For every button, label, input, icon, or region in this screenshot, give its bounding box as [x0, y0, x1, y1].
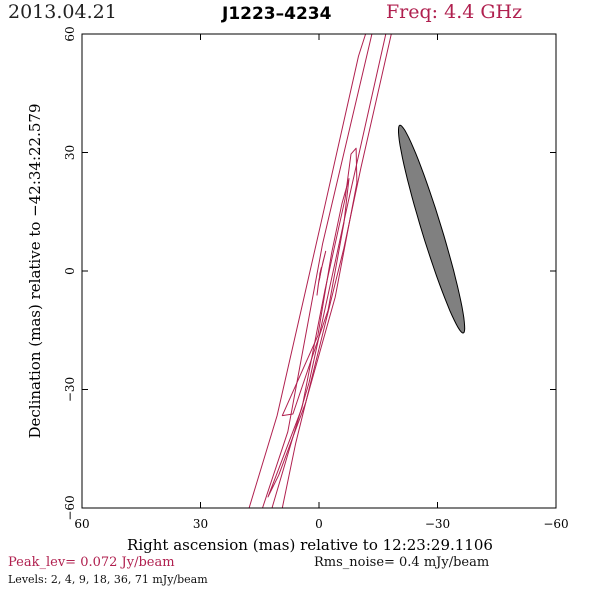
contour-2mjy	[248, 34, 392, 508]
y-tick-label: −60	[63, 495, 77, 520]
plot-frame	[81, 33, 557, 509]
observation-date: 2013.04.21	[8, 1, 117, 23]
x-tick-label: −30	[425, 517, 450, 531]
y-tick-label: 0	[63, 267, 77, 275]
contour-group	[248, 34, 392, 508]
contour-4mjy	[262, 34, 387, 508]
beam-ellipse	[398, 124, 466, 334]
frequency-label: Freq: 4.4 GHz	[386, 1, 523, 23]
rms-noise: Rms_noise= 0.4 mJy/beam	[314, 555, 490, 570]
x-tick-label: 60	[74, 517, 89, 531]
contour-levels: Levels: 2, 4, 9, 18, 36, 71 mJy/beam	[8, 573, 208, 586]
tick-group: 60 30 0 −30 −60 −60 −30 0 30 60	[63, 26, 569, 531]
contour-71mjy	[318, 266, 322, 281]
y-axis-label: Declination (mas) relative to −42:34:22.…	[26, 103, 44, 438]
beam-group	[398, 124, 466, 334]
x-tick-label: −60	[543, 517, 568, 531]
x-axis-label: Right ascension (mas) relative to 12:23:…	[127, 536, 493, 554]
contour-9mjy	[267, 147, 358, 498]
y-tick-label: 60	[63, 26, 77, 41]
peak-level: Peak_lev= 0.072 Jy/beam	[8, 555, 175, 570]
x-tick-label: 30	[193, 517, 208, 531]
contour-36mjy	[316, 250, 327, 296]
y-tick-label: −30	[63, 377, 77, 402]
contour-18mjy	[281, 178, 350, 417]
x-tick-label: 0	[315, 517, 323, 531]
y-tick-label: 30	[63, 145, 77, 160]
source-name: J1223–4234	[222, 4, 332, 24]
